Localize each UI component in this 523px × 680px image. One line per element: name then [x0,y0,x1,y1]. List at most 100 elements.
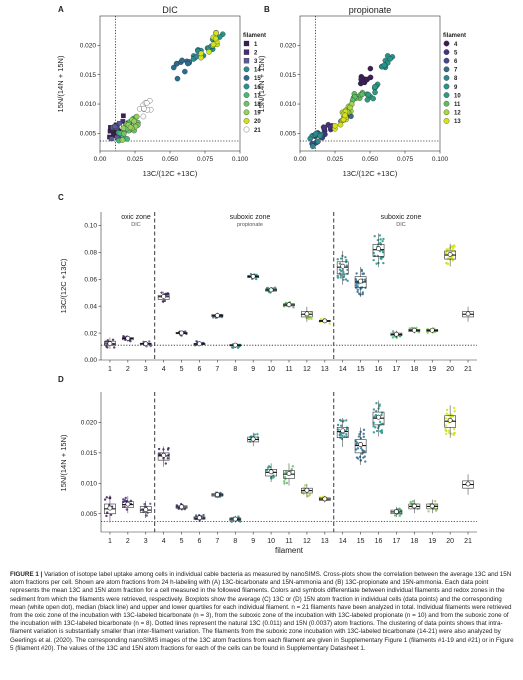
panel-b-legend: filament 4 5 6 7 8 9 10 11 12 13 [443,33,466,125]
panel-c-cell-point [426,331,429,334]
panel-b-point [342,112,348,119]
panel-d-mean-dot [376,414,381,420]
panel-d-cell-point [452,427,456,431]
panel-d-cell-point [471,485,474,489]
panel-a-point [112,124,118,129]
panel-d-cell-point [256,433,259,436]
panel-c-cell-point [164,292,168,296]
panel-c-cell-point [266,286,270,290]
panel-c-mean-dot [376,246,381,252]
panel-c-cell-point [338,262,342,265]
panel-b-legend-key [443,40,450,47]
panel-d-cell-point [285,481,289,485]
panel-d-cell-point [164,462,168,465]
panel-d-cell-point [340,424,343,427]
panel-c-mean-dot [161,294,167,299]
panel-c-cell-point [328,322,331,325]
panel-d-cell-point [374,413,378,417]
panel-d-cell-point [363,455,366,458]
panel-d-cell-point [453,410,456,413]
panel-d-xtick-label: 3 [144,538,148,545]
panel-c-mean-dot [125,335,131,341]
panel-c-xtick-label: 12 [303,366,311,373]
panel-b-axes: 0.00 0.025 0.050 0.075 0.100 0.005 0.010 0.015 0… [280,16,449,163]
panel-d-cell-point [444,417,448,420]
panel-a-point [141,105,147,112]
panel-c-cell-point [346,279,349,282]
panel-c-cell-point [355,272,358,275]
panel-b-legend-label: 13 [454,119,461,125]
panel-d-xtick-label: 18 [410,538,418,545]
panel-c-box [372,243,385,257]
panel-d-xtick-label: 9 [251,538,255,545]
panel-c-letter: C [58,193,64,202]
panel-d-mean-dot [322,496,328,502]
panel-a-legend-label: 18 [254,102,261,108]
panel-b-legend-title: filament [443,33,466,39]
panel-c-cell-point [308,316,312,319]
panel-c-cell-point [471,319,474,322]
panel-a-legend-label: 15 [254,76,261,82]
panel-c-cell-point [361,292,364,296]
panel-a-legend-label: 20 [254,119,261,125]
zone-oxic-sub: DIC [131,222,141,228]
panel-c-cell-point [254,277,258,281]
panel-c-xtick-label: 20 [446,366,454,373]
panel-d-mean-dot [107,505,113,511]
panel-a-legend-label: 21 [254,128,261,134]
panel-c-cell-point [111,338,115,341]
panel-b-legend-key [443,66,450,73]
panel-d-cell-point [146,511,149,515]
panel-d-cell-point [375,401,378,405]
panel-c-xtick-label: 14 [339,366,347,373]
panel-d-cell-point [364,460,367,463]
panel-b-legend-label: 9 [454,85,458,91]
panel-b-legend-key [443,83,450,90]
panel-d-cell-point [374,426,377,429]
panel-c-xtick-label: 4 [162,366,166,373]
panel-d-cell-point [124,496,127,500]
panel-c-mean-dot [250,274,256,279]
panel-b-legend-key [443,109,450,116]
panel-c-xtick-label: 16 [375,366,383,373]
panel-a-legend-key [243,83,250,90]
panel-c-cell-point [449,256,453,260]
panel-c-cell-point [378,234,382,237]
panel-a-xtick-label: 0.100 [232,156,249,163]
panel-b-frame [299,15,441,152]
panel-a-ytick-label: 0.020 [80,43,97,50]
panel-d-cell-point [144,514,148,517]
panel-d-cell-point [308,493,312,497]
panel-d-mean-dot [232,516,238,522]
panel-a-ytick-label: 0.015 [80,72,97,79]
panel-d-ytick-label: 0.010 [81,481,98,488]
panel-c-cell-point [342,275,346,279]
panel-a-ytick-label: 0.010 [80,101,97,108]
panel-d-cell-point [375,429,379,433]
panel-d-cell-point [378,403,381,406]
panel-c-cell-point [341,268,345,272]
panel-d-cell-point [123,499,126,502]
panel-d-mean-dot [143,507,149,512]
panel-c-ylabel: 13C/(12C +13C) [59,258,68,313]
panel-a-point [109,136,114,142]
panel-c-cell-point [160,291,163,294]
panel-d-cell-point [433,499,437,503]
panel-c-mean-dot [322,318,328,324]
panel-c-mean-dot [197,341,202,347]
panel-b-xtick-label: 0.025 [327,156,344,163]
panel-d-box [354,439,367,454]
panel-a-point [182,68,188,75]
panel-c-cell-point [375,262,378,265]
panel-b-points [307,53,396,150]
panel-c-cell-point [339,257,343,260]
panel-c-mean-dot [411,327,417,333]
panel-c-ytick-label: 0.04 [84,303,97,310]
figure-caption: FIGURE 1 | Variation of isotope label up… [10,571,514,653]
panel-d-cell-point [358,432,361,436]
panel-d-cell-point [166,457,170,460]
panel-d-cell-point [103,498,107,501]
panel-a-legend: filament 1 2 3 14 15 16 17 18 19 20 21 [243,33,266,134]
panel-c-cell-point [167,292,170,296]
panel-a-point [117,120,122,126]
